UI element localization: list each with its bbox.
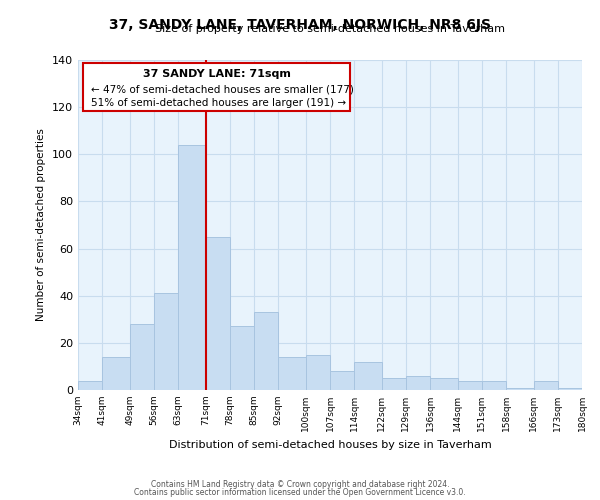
X-axis label: Distribution of semi-detached houses by size in Taverham: Distribution of semi-detached houses by … [169, 440, 491, 450]
Bar [506, 388, 533, 390]
Text: 37, SANDY LANE, TAVERHAM, NORWICH, NR8 6JS: 37, SANDY LANE, TAVERHAM, NORWICH, NR8 6… [109, 18, 491, 32]
Bar [230, 326, 254, 390]
Bar [382, 378, 406, 390]
Text: Contains HM Land Registry data © Crown copyright and database right 2024.: Contains HM Land Registry data © Crown c… [151, 480, 449, 489]
Bar [178, 145, 206, 390]
Text: 37 SANDY LANE: 71sqm: 37 SANDY LANE: 71sqm [143, 69, 290, 79]
Text: Contains public sector information licensed under the Open Government Licence v3: Contains public sector information licen… [134, 488, 466, 497]
Bar [354, 362, 382, 390]
Bar [533, 380, 558, 390]
Bar [102, 357, 130, 390]
Bar [254, 312, 278, 390]
Bar [558, 388, 582, 390]
Bar [482, 380, 506, 390]
Text: ← 47% of semi-detached houses are smaller (177): ← 47% of semi-detached houses are smalle… [91, 84, 353, 94]
FancyBboxPatch shape [83, 64, 350, 111]
Y-axis label: Number of semi-detached properties: Number of semi-detached properties [37, 128, 46, 322]
Bar [306, 354, 330, 390]
Bar [78, 380, 102, 390]
Bar [458, 380, 482, 390]
Bar [154, 294, 178, 390]
Bar [130, 324, 154, 390]
Text: 51% of semi-detached houses are larger (191) →: 51% of semi-detached houses are larger (… [91, 98, 346, 108]
Bar [330, 371, 354, 390]
Bar [206, 237, 230, 390]
Title: Size of property relative to semi-detached houses in Taverham: Size of property relative to semi-detach… [155, 24, 505, 34]
Bar [406, 376, 430, 390]
Bar [430, 378, 458, 390]
Bar [278, 357, 306, 390]
